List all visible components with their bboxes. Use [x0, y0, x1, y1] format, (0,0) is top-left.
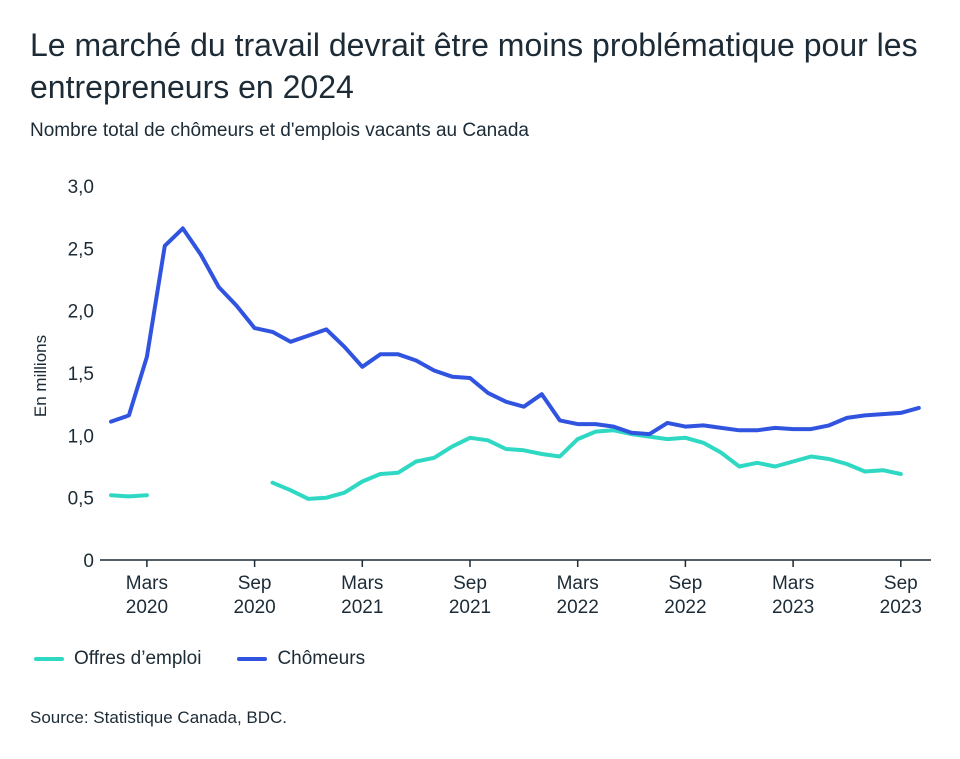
y-axis-title: En millions: [31, 335, 50, 417]
x-tick-year-label: 2020: [126, 597, 168, 618]
chart-subtitle: Nombre total de chômeurs et d'emplois va…: [30, 120, 529, 141]
x-tick-year-label: 2023: [772, 597, 814, 618]
series-line-unemployed: [109, 226, 921, 437]
x-tick-year-label: 2022: [557, 597, 599, 618]
series-lines: [109, 226, 921, 501]
y-tick-label: 3,0: [68, 177, 94, 198]
x-tick-month-label: Mars: [772, 573, 814, 594]
y-tick-label: 1,5: [68, 364, 94, 385]
legend-swatch-unemployed: [237, 657, 268, 661]
y-tick-label: 0: [83, 551, 94, 572]
x-tick-month-label: Sep: [884, 573, 918, 594]
x-tick-year-label: 2020: [233, 597, 275, 618]
x-tick-month-label: Mars: [126, 573, 168, 594]
x-tick-month-label: Mars: [341, 573, 383, 594]
y-tick-label: 2,5: [68, 239, 94, 260]
legend-swatch-job-vacancies: [34, 657, 64, 661]
series-line-job-vacancies: [109, 428, 903, 501]
x-tick-year-label: 2022: [664, 597, 706, 618]
chart-title: Le marché du travail devrait être moins …: [30, 27, 918, 105]
x-tick-year-label: 2023: [880, 597, 922, 618]
x-tick-month-label: Mars: [557, 573, 599, 594]
x-tick-month-label: Sep: [238, 573, 272, 594]
x-axis: Mars 2020 Sep 2020 Mars 2021 Sep 2021 Mars 2022 Se…: [126, 560, 922, 618]
line-chart: 0 0,5 1,0 1,5 2,0 2,5 3,0 En millions Mars 2020…: [31, 177, 931, 618]
y-tick-label: 2,0: [68, 302, 94, 323]
legend-item-job-vacancies: Offres d’emploi: [34, 648, 201, 670]
x-tick-month-label: Sep: [668, 573, 702, 594]
x-tick-year-label: 2021: [449, 597, 491, 618]
y-tick-label: 1,0: [68, 426, 94, 447]
legend-label-unemployed: Chômeurs: [277, 648, 366, 669]
legend: Offres d’emploi Chômeurs: [34, 648, 401, 670]
source-note: Source: Statistique Canada, BDC.: [30, 708, 288, 727]
y-tick-label: 0,5: [68, 489, 94, 510]
y-axis: 0 0,5 1,0 1,5 2,0 2,5 3,0: [68, 177, 94, 572]
legend-label-job-vacancies: Offres d’emploi: [74, 648, 202, 669]
x-tick-year-label: 2021: [341, 597, 383, 618]
x-tick-month-label: Sep: [453, 573, 487, 594]
legend-item-unemployed: Chômeurs: [237, 648, 365, 670]
